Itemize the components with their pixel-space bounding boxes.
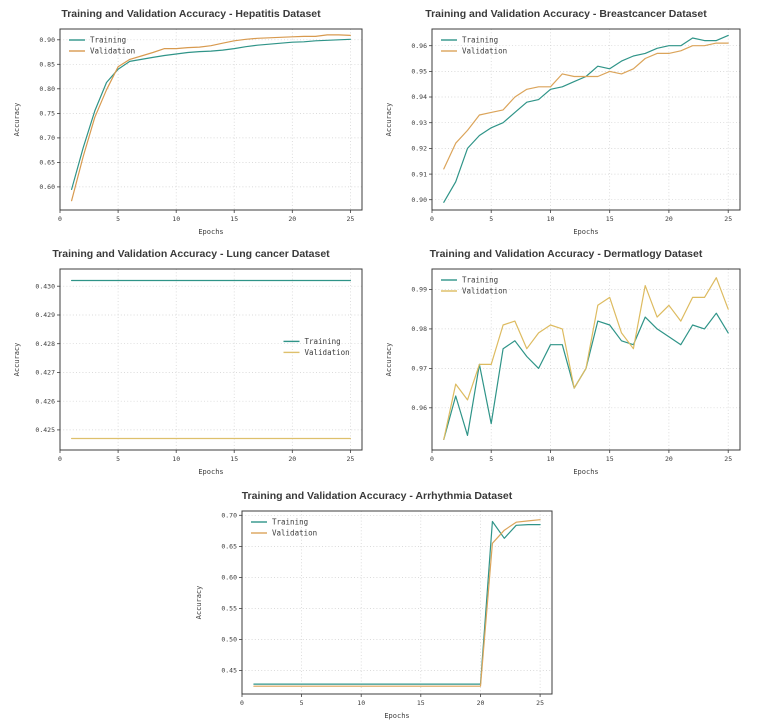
svg-text:5: 5 <box>116 455 120 463</box>
svg-text:25: 25 <box>346 215 354 223</box>
svg-text:0.429: 0.429 <box>35 311 55 319</box>
svg-text:0.428: 0.428 <box>35 340 55 348</box>
svg-text:5: 5 <box>116 215 120 223</box>
svg-text:0.90: 0.90 <box>411 196 427 204</box>
svg-text:0.91: 0.91 <box>411 170 427 178</box>
svg-text:0.65: 0.65 <box>221 543 237 551</box>
svg-text:5: 5 <box>489 215 493 223</box>
svg-text:0.80: 0.80 <box>39 85 55 93</box>
chart-lung-cancer: Training and Validation Accuracy - Lung … <box>8 244 374 480</box>
svg-text:0.426: 0.426 <box>35 397 55 405</box>
svg-text:0.60: 0.60 <box>39 183 55 191</box>
svg-text:Epochs: Epochs <box>573 468 598 476</box>
svg-text:5: 5 <box>300 699 304 707</box>
svg-text:Accuracy: Accuracy <box>385 343 393 377</box>
svg-text:Accuracy: Accuracy <box>195 586 203 620</box>
svg-text:0.425: 0.425 <box>35 426 55 434</box>
svg-text:Training: Training <box>90 36 126 45</box>
svg-text:0.60: 0.60 <box>221 574 237 582</box>
svg-text:0.92: 0.92 <box>411 145 427 153</box>
svg-text:15: 15 <box>606 455 614 463</box>
chart-title-breastcancer: Training and Validation Accuracy - Breas… <box>425 8 707 20</box>
svg-text:0.55: 0.55 <box>221 605 237 613</box>
svg-text:0.430: 0.430 <box>35 282 55 290</box>
svg-text:Training: Training <box>272 518 308 527</box>
svg-text:25: 25 <box>346 455 354 463</box>
svg-text:0.95: 0.95 <box>411 68 427 76</box>
svg-text:0.97: 0.97 <box>411 365 427 373</box>
svg-text:15: 15 <box>606 215 614 223</box>
svg-text:0.96: 0.96 <box>411 42 427 50</box>
svg-text:0.96: 0.96 <box>411 404 427 412</box>
svg-text:0.75: 0.75 <box>39 110 55 118</box>
svg-text:Accuracy: Accuracy <box>385 103 393 137</box>
chart-arrhythmia: Training and Validation Accuracy - Arrhy… <box>190 486 564 724</box>
svg-text:Training: Training <box>462 276 498 285</box>
svg-text:0.50: 0.50 <box>221 636 237 644</box>
plot-canvas-breastcancer: 0 5 10 15 20 25 0.90 0.91 0.92 0.93 0.94 0.95 0.96 Tr… <box>385 28 741 236</box>
chart-title-lung-cancer: Training and Validation Accuracy - Lung … <box>52 248 330 260</box>
svg-text:0.85: 0.85 <box>39 61 55 69</box>
svg-text:0: 0 <box>430 215 434 223</box>
plot-canvas-lung-cancer: 0 5 10 15 20 25 0.425 0.426 0.427 0.428 0.429 0.430… <box>13 268 363 476</box>
svg-text:15: 15 <box>230 455 238 463</box>
svg-text:0: 0 <box>58 215 62 223</box>
svg-text:0: 0 <box>58 455 62 463</box>
svg-text:Validation: Validation <box>462 287 507 296</box>
svg-text:Epochs: Epochs <box>573 228 598 236</box>
svg-text:Epochs: Epochs <box>384 712 409 720</box>
svg-text:25: 25 <box>724 215 732 223</box>
svg-text:Training: Training <box>305 337 341 346</box>
svg-text:0.93: 0.93 <box>411 119 427 127</box>
chart-dermatology: Training and Validation Accuracy - Derma… <box>380 244 752 480</box>
svg-text:15: 15 <box>230 215 238 223</box>
svg-text:0.427: 0.427 <box>35 369 55 377</box>
plot-canvas-dermatology: 0 5 10 15 20 25 0.96 0.97 0.98 0.99 Training Valida… <box>385 268 741 476</box>
plot-canvas-arrhythmia: 0 5 10 15 20 25 0.45 0.50 0.55 0.60 0.65 0.70 Traini… <box>195 510 553 720</box>
chart-title-arrhythmia: Training and Validation Accuracy - Arrhy… <box>241 490 513 502</box>
svg-text:20: 20 <box>288 455 296 463</box>
svg-text:20: 20 <box>665 455 673 463</box>
svg-text:Validation: Validation <box>90 47 135 56</box>
svg-text:10: 10 <box>547 215 555 223</box>
svg-text:Epochs: Epochs <box>198 228 223 236</box>
chart-hepatitis: Training and Validation Accuracy - Hepat… <box>8 4 374 240</box>
svg-text:25: 25 <box>536 699 544 707</box>
svg-text:20: 20 <box>288 215 296 223</box>
svg-text:Validation: Validation <box>272 529 317 538</box>
svg-text:0.94: 0.94 <box>411 93 427 101</box>
svg-text:10: 10 <box>547 455 555 463</box>
svg-text:0.99: 0.99 <box>411 286 427 294</box>
plot-canvas-hepatitis: 0 5 10 15 20 25 0.60 0.65 0.70 0.75 0.80 0.85 0.90 Tr… <box>13 28 363 236</box>
svg-text:5: 5 <box>489 455 493 463</box>
svg-text:0: 0 <box>240 699 244 707</box>
svg-text:0.70: 0.70 <box>39 134 55 142</box>
svg-text:10: 10 <box>357 699 365 707</box>
svg-text:0.90: 0.90 <box>39 36 55 44</box>
svg-text:0.65: 0.65 <box>39 159 55 167</box>
svg-text:15: 15 <box>417 699 425 707</box>
svg-text:10: 10 <box>172 215 180 223</box>
svg-text:0: 0 <box>430 455 434 463</box>
chart-title-hepatitis: Training and Validation Accuracy - Hepat… <box>61 8 321 20</box>
svg-text:Training: Training <box>462 36 498 45</box>
svg-text:Validation: Validation <box>462 47 507 56</box>
chart-breastcancer: Training and Validation Accuracy - Breas… <box>380 4 752 240</box>
svg-text:Accuracy: Accuracy <box>13 103 21 137</box>
svg-text:0.45: 0.45 <box>221 667 237 675</box>
chart-title-dermatology: Training and Validation Accuracy - Derma… <box>429 248 703 260</box>
svg-text:20: 20 <box>665 215 673 223</box>
svg-text:0.98: 0.98 <box>411 325 427 333</box>
svg-text:25: 25 <box>724 455 732 463</box>
svg-text:0.70: 0.70 <box>221 512 237 520</box>
svg-text:20: 20 <box>477 699 485 707</box>
svg-text:Epochs: Epochs <box>198 468 223 476</box>
svg-text:Validation: Validation <box>305 348 350 357</box>
svg-text:10: 10 <box>172 455 180 463</box>
svg-text:Accuracy: Accuracy <box>13 343 21 377</box>
